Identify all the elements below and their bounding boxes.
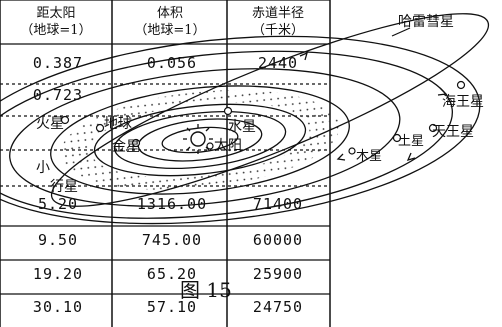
header-volume-line1: 体积 — [157, 6, 183, 21]
cell-r6-radius: 25900 — [253, 265, 303, 283]
header-volume-line2: （地球=1） — [134, 23, 205, 38]
cell-r5-distance: 9.50 — [38, 231, 78, 249]
planet-earth — [95, 123, 105, 133]
planet-sun-marker — [206, 142, 214, 150]
arrow-jupiter — [336, 153, 346, 161]
planets — [60, 80, 466, 155]
cell-r0-volume: 0.056 — [147, 54, 197, 72]
cell-r4-radius: 71400 — [253, 195, 303, 213]
label-venus: 金星 — [112, 139, 140, 155]
label-asteroid-partial2: 行星 — [50, 179, 78, 195]
label-halley: 哈雷彗星 — [398, 14, 454, 30]
asteroid-belt — [60, 90, 340, 190]
table-row-dividers — [0, 0, 330, 295]
sun-icon — [183, 124, 213, 154]
label-mercury: 水星 — [228, 119, 256, 135]
planet-orbits — [0, 35, 481, 225]
planet-uranus — [428, 123, 438, 133]
orbit-venus — [137, 118, 263, 162]
cell-r4-volume: 1316.00 — [137, 195, 207, 213]
orbit-jupiter — [50, 85, 350, 195]
planet-mars — [60, 115, 70, 125]
orbit-diagram — [0, 13, 490, 225]
arrow-neptune — [437, 87, 448, 96]
label-mars: 火星 — [36, 116, 64, 132]
halley-leader-line — [391, 27, 411, 37]
planet-mercury — [223, 106, 233, 116]
cell-r7-volume: 57.10 — [147, 298, 197, 316]
planet-venus — [131, 138, 141, 148]
planet-labels: 哈雷彗星 海王星 天王星 土星 木星 水星 太阳 金星 地球 火星 小 行星 — [36, 14, 484, 195]
label-saturn: 土星 — [398, 134, 424, 149]
cell-r6-volume: 65.20 — [147, 265, 197, 283]
planet-jupiter — [348, 147, 356, 155]
orbit-saturn — [9, 68, 401, 207]
orbit-mercury — [161, 126, 239, 154]
figure-caption: 图 15 — [180, 278, 232, 302]
cell-r5-volume: 745.00 — [142, 231, 202, 249]
cell-r0-distance: 0.387 — [33, 54, 83, 72]
header-distance-line1: 距太阳 — [36, 6, 75, 21]
planet-saturn — [392, 133, 402, 143]
label-asteroid-partial: 小 — [36, 160, 50, 176]
orbit-neptune — [0, 35, 481, 225]
arrow-halley — [299, 51, 309, 61]
label-uranus: 天王星 — [432, 124, 474, 140]
orbit-earth — [113, 111, 287, 169]
header-radius-line2: （千米） — [252, 23, 304, 38]
orbit-uranus — [0, 50, 453, 219]
orbit-halley-comet — [50, 13, 490, 207]
cell-r5-radius: 60000 — [253, 231, 303, 249]
label-jupiter: 木星 — [356, 149, 382, 164]
planet-neptune — [456, 80, 466, 90]
arrow-saturn — [406, 152, 416, 162]
label-earth: 地球 — [104, 116, 132, 132]
cell-r1-distance: 0.723 — [33, 86, 83, 104]
label-neptune: 海王星 — [442, 94, 484, 110]
cell-r6-distance: 19.20 — [33, 265, 83, 283]
header-distance-line2: （地球=1） — [20, 23, 91, 38]
cell-r7-distance: 30.10 — [33, 298, 83, 316]
cell-r7-radius: 24750 — [253, 298, 303, 316]
header-radius-line1: 赤道半径 — [252, 6, 304, 21]
label-sun: 太阳 — [214, 138, 242, 154]
